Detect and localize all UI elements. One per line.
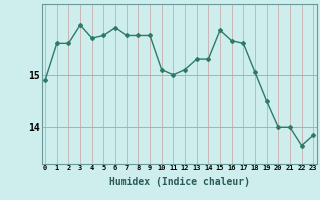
X-axis label: Humidex (Indice chaleur): Humidex (Indice chaleur) — [109, 177, 250, 187]
